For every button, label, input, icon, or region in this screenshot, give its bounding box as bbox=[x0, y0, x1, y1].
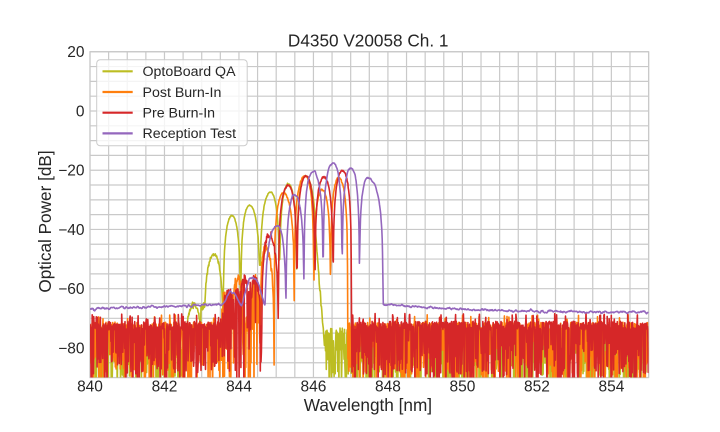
svg-text:Wavelength [nm]: Wavelength [nm] bbox=[304, 395, 432, 415]
svg-text:−20: −20 bbox=[58, 163, 85, 180]
svg-text:−40: −40 bbox=[58, 222, 85, 239]
svg-text:OptoBoard QA: OptoBoard QA bbox=[143, 64, 237, 80]
svg-text:D4350 V20058 Ch. 1: D4350 V20058 Ch. 1 bbox=[288, 30, 449, 50]
svg-text:Optical Power [dB]: Optical Power [dB] bbox=[35, 150, 55, 292]
svg-text:Post Burn-In: Post Burn-In bbox=[143, 85, 222, 101]
svg-text:848: 848 bbox=[375, 379, 401, 396]
svg-text:852: 852 bbox=[524, 379, 550, 396]
svg-text:Pre Burn-In: Pre Burn-In bbox=[143, 106, 216, 122]
svg-text:−80: −80 bbox=[58, 340, 85, 357]
svg-text:854: 854 bbox=[598, 379, 624, 396]
svg-text:840: 840 bbox=[77, 379, 103, 396]
svg-text:20: 20 bbox=[67, 44, 85, 61]
svg-text:−60: −60 bbox=[58, 281, 85, 298]
svg-text:850: 850 bbox=[449, 379, 475, 396]
svg-text:Reception Test: Reception Test bbox=[143, 126, 237, 142]
svg-text:842: 842 bbox=[152, 379, 178, 396]
svg-text:0: 0 bbox=[76, 103, 85, 120]
svg-text:846: 846 bbox=[300, 379, 326, 396]
svg-text:844: 844 bbox=[226, 379, 252, 396]
